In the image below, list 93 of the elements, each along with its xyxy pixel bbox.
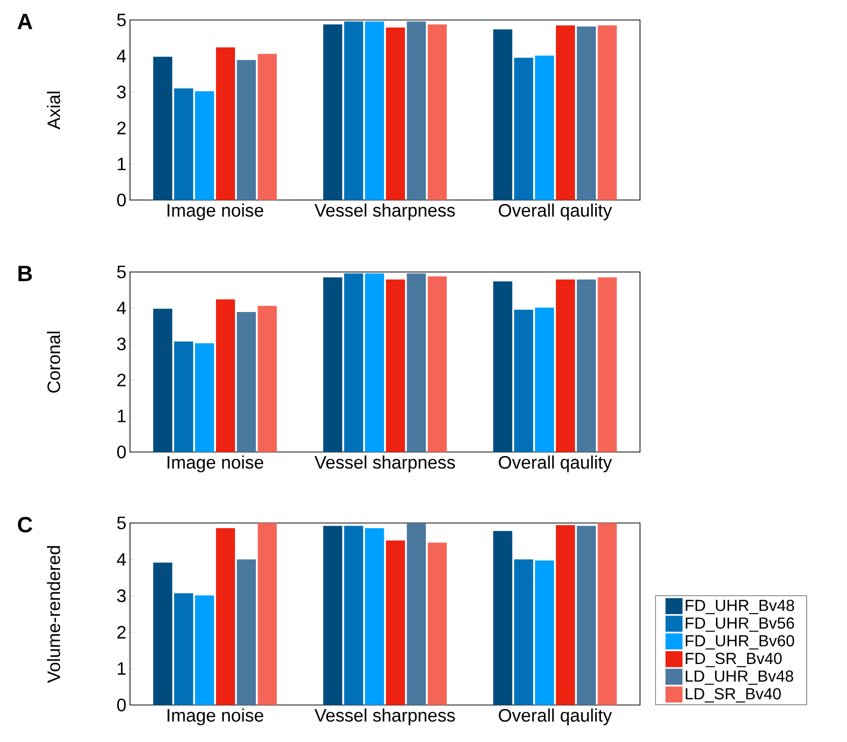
bar [344, 273, 364, 452]
bar [406, 21, 426, 200]
bar [576, 26, 596, 200]
bar [174, 593, 194, 705]
y-tick-label: 3 [117, 338, 126, 350]
bar [514, 559, 534, 705]
bar [195, 91, 214, 200]
x-tick-label: Vessel sharpness [314, 204, 455, 220]
legend-label: FD_SR_Bv40 [686, 652, 782, 668]
bar [344, 21, 364, 200]
y-tick-label: 2 [117, 122, 126, 134]
bar [428, 276, 447, 452]
bar [216, 299, 235, 452]
chart-title: A [18, 14, 32, 30]
y-tick-label: 5 [117, 14, 126, 26]
x-tick-label: Vessel sharpness [314, 708, 455, 726]
y-tick-label: 0 [117, 446, 126, 458]
bar [406, 522, 426, 705]
bar [576, 526, 596, 705]
y-tick-label: 2 [117, 374, 126, 386]
bar [406, 273, 426, 452]
bar [386, 28, 405, 200]
bar [576, 280, 596, 452]
bar [323, 277, 342, 452]
y-tick-label: 3 [117, 589, 126, 602]
y-tick-label: 5 [117, 266, 126, 278]
legend-label: LD_UHR_Bv48 [686, 670, 794, 685]
bar [365, 528, 384, 705]
bar [556, 25, 575, 200]
x-tick-label: Image noise [168, 456, 264, 472]
x-tick-label: Overall qaulity [498, 708, 612, 726]
bar [344, 526, 364, 705]
legend-label: FD_UHR_Bv60 [686, 635, 794, 650]
bar [428, 24, 447, 200]
bar [174, 88, 194, 200]
bar [236, 312, 256, 452]
bar [323, 526, 342, 705]
y-axis-title: Axial [46, 92, 60, 130]
bar [216, 528, 235, 705]
x-tick-label: Overall qaulity [498, 204, 612, 220]
bar [195, 595, 214, 705]
x-tick-label: Vessel sharpness [314, 456, 455, 472]
bar [174, 341, 194, 452]
bar [514, 310, 534, 452]
y-tick-label: 0 [117, 194, 126, 206]
bar [153, 308, 172, 452]
bar [386, 540, 405, 705]
legend-label: LD_SR_Bv40 [686, 688, 781, 702]
bar [258, 522, 277, 705]
x-tick-label: Image noise [168, 708, 264, 726]
bar [153, 56, 172, 200]
bar [258, 306, 277, 452]
y-tick-label: 1 [118, 410, 126, 422]
bar [428, 542, 447, 705]
x-tick-label: Image noise [168, 204, 264, 220]
bar [535, 308, 554, 452]
y-tick-label: 4 [116, 302, 126, 314]
bar [258, 54, 277, 200]
bar [236, 60, 256, 200]
y-tick-label: 1 [118, 158, 126, 170]
y-tick-label: 4 [116, 50, 126, 62]
y-tick-label: 4 [116, 553, 126, 566]
chart-title: C [18, 516, 32, 532]
legend-label: FD_UHR_Bv56 [686, 617, 794, 632]
y-tick-label: 2 [117, 626, 126, 638]
bar [535, 560, 554, 705]
bar [386, 280, 405, 452]
y-tick-label: 0 [117, 698, 126, 712]
bar [153, 562, 172, 705]
chart-title: B [18, 266, 32, 282]
bar [556, 280, 575, 452]
x-tick-label: Overall qaulity [498, 456, 612, 472]
bar [493, 530, 512, 705]
bar [598, 277, 617, 452]
bar [598, 522, 617, 705]
bar [598, 25, 617, 200]
bar [535, 56, 554, 200]
y-axis-title: Volume-rendered [46, 546, 60, 683]
bar [365, 21, 384, 200]
bar [514, 58, 534, 200]
bar [365, 273, 384, 452]
y-axis-title: Coronal [46, 332, 60, 393]
bar [236, 559, 256, 705]
y-tick-label: 5 [117, 516, 126, 530]
bar [493, 29, 512, 200]
y-tick-label: 1 [118, 662, 126, 675]
y-tick-label: 3 [117, 86, 126, 98]
bar [216, 47, 235, 200]
bar [195, 343, 214, 452]
legend-label: FD_UHR_Bv48 [686, 600, 794, 614]
bar [556, 525, 575, 705]
bar [323, 24, 342, 200]
bar [493, 281, 512, 452]
